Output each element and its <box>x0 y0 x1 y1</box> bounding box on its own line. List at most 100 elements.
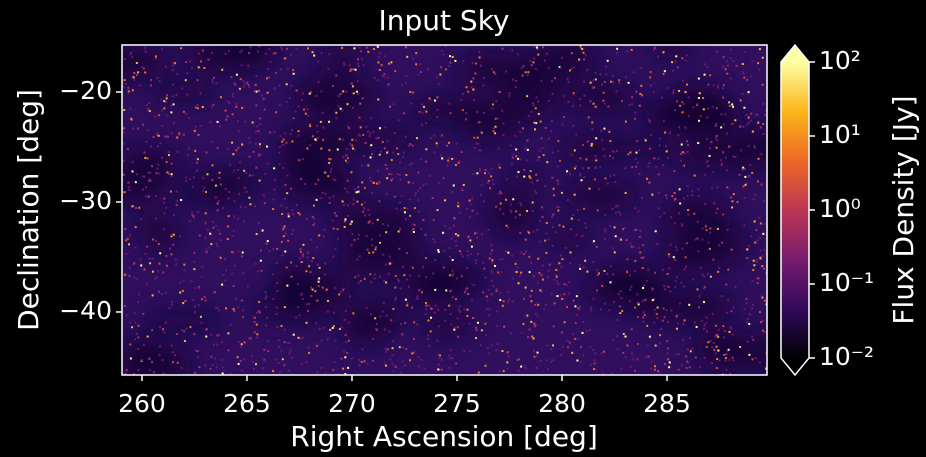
source-dot <box>759 361 761 363</box>
source-dot <box>501 110 503 112</box>
source-dot <box>699 295 701 297</box>
source-dot <box>734 286 736 288</box>
source-dot <box>647 165 649 167</box>
source-dot <box>505 250 507 252</box>
source-dot <box>636 229 638 231</box>
source-dot <box>422 185 424 187</box>
source-dot <box>291 233 293 235</box>
source-dot <box>532 202 534 204</box>
dark-patch <box>318 46 364 67</box>
source-dot <box>448 305 450 307</box>
source-dot <box>669 268 671 270</box>
source-dot <box>576 295 578 297</box>
source-dot <box>137 369 139 371</box>
source-dot <box>342 139 344 141</box>
source-dot <box>599 73 601 75</box>
source-dot <box>763 223 765 225</box>
source-dot <box>730 49 732 51</box>
source-dot <box>491 272 493 274</box>
source-dot <box>698 306 700 308</box>
source-dot <box>588 188 590 190</box>
source-dot <box>285 233 287 235</box>
source-dot <box>495 206 497 208</box>
source-dot <box>618 293 620 295</box>
source-dot <box>342 156 344 158</box>
source-dot <box>218 309 220 311</box>
source-dot <box>749 313 751 315</box>
source-dot <box>727 299 729 301</box>
source-dot <box>217 121 219 123</box>
source-dot <box>386 193 388 195</box>
source-dot <box>295 48 297 50</box>
source-dot <box>533 350 535 352</box>
source-dot <box>641 197 643 199</box>
source-dot <box>335 339 337 341</box>
source-dot <box>232 235 234 237</box>
source-dot <box>394 70 396 72</box>
source-dot <box>687 362 689 364</box>
source-dot <box>298 314 300 316</box>
source-dot <box>556 281 558 283</box>
source-dot <box>256 312 258 314</box>
source-dot <box>307 251 309 253</box>
source-dot <box>361 361 363 363</box>
source-dot <box>249 175 251 177</box>
source-dot <box>678 353 680 355</box>
source-dot <box>457 336 459 338</box>
source-dot <box>447 157 449 159</box>
source-dot <box>252 361 254 363</box>
source-dot <box>142 313 144 315</box>
source-dot <box>227 115 229 117</box>
source-dot <box>357 93 359 95</box>
source-dot <box>225 53 227 55</box>
source-dot <box>704 357 706 359</box>
source-dot <box>388 83 390 85</box>
source-dot <box>681 364 683 366</box>
source-dot <box>455 164 457 166</box>
source-dot <box>754 147 756 149</box>
source-dot <box>703 301 705 303</box>
source-dot <box>628 82 630 84</box>
source-dot <box>163 212 165 214</box>
source-dot <box>134 322 136 324</box>
source-dot <box>244 206 246 208</box>
source-dot <box>403 112 405 114</box>
source-dot <box>349 143 351 145</box>
source-dot <box>716 367 718 369</box>
source-dot <box>352 147 354 149</box>
source-dot <box>147 336 149 338</box>
source-dot <box>709 74 711 76</box>
source-dot <box>425 313 427 315</box>
source-dot <box>481 329 483 331</box>
source-dot <box>417 199 419 201</box>
source-dot <box>531 64 533 66</box>
source-dot <box>511 255 513 257</box>
source-dot <box>383 73 385 75</box>
source-dot <box>764 249 766 251</box>
source-dot <box>415 63 417 65</box>
source-dot <box>535 367 537 369</box>
source-dot <box>605 74 607 76</box>
source-dot <box>393 103 395 105</box>
source-dot <box>279 371 281 373</box>
source-dot <box>405 174 407 176</box>
source-dot <box>667 273 669 275</box>
source-dot <box>297 306 299 308</box>
source-dot <box>607 105 609 107</box>
source-dot <box>539 150 541 152</box>
source-dot <box>249 203 251 205</box>
source-dot <box>402 266 404 268</box>
source-dot <box>198 287 200 289</box>
source-dot <box>629 300 631 302</box>
source-dot <box>502 213 504 215</box>
source-dot <box>684 127 686 129</box>
source-dot <box>374 317 376 319</box>
source-dot <box>193 268 195 270</box>
source-dot <box>138 293 140 295</box>
source-dot <box>342 90 344 92</box>
source-dot <box>258 130 260 132</box>
source-dot <box>450 323 452 325</box>
source-dot <box>133 312 135 314</box>
source-dot <box>409 198 411 200</box>
source-dot <box>441 369 443 371</box>
